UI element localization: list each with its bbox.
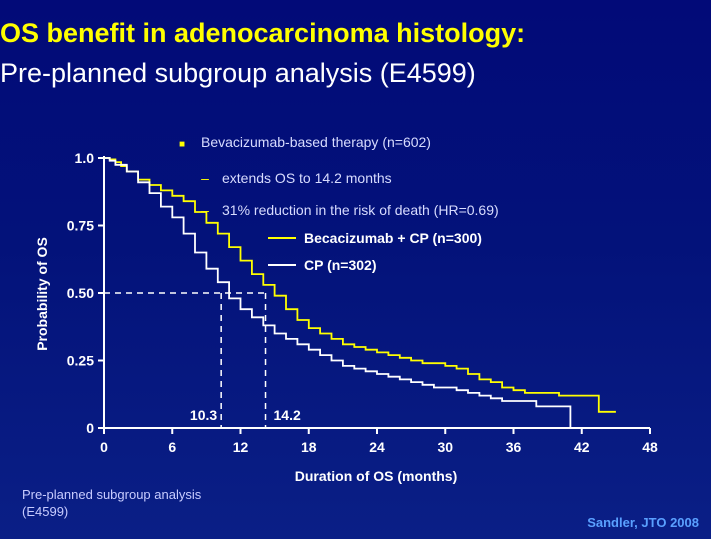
y-tick-label: 1.0 xyxy=(75,150,95,166)
bullet-text: extends OS to 14.2 months xyxy=(222,170,392,186)
bullet-marker: – xyxy=(201,202,209,218)
bullet-text: 31% reduction in the risk of death (HR=0… xyxy=(222,202,499,218)
bullet-marker: ■ xyxy=(179,139,185,150)
bullet-text: Bevacizumab-based therapy (n=602) xyxy=(201,134,431,150)
x-tick-label: 42 xyxy=(574,439,590,455)
legend-label: Becacizumab + CP (n=300) xyxy=(304,230,482,246)
y-tick-label: 0.50 xyxy=(67,285,94,301)
x-tick-label: 0 xyxy=(100,439,108,455)
series-line-cp xyxy=(104,157,572,428)
source-citation: Sandler, JTO 2008 xyxy=(587,515,699,530)
slide-subtitle: Pre-planned subgroup analysis (E4599) xyxy=(0,58,476,88)
y-tick-label: 0 xyxy=(86,420,94,436)
slide-title: OS benefit in adenocarcinoma histology: xyxy=(0,18,526,48)
median-label: 10.3 xyxy=(190,407,217,423)
y-axis-label: Probability of OS xyxy=(34,237,50,351)
y-tick-label: 0.75 xyxy=(67,218,94,234)
x-tick-label: 36 xyxy=(506,439,522,455)
x-tick-label: 12 xyxy=(233,439,249,455)
series-line-bev-cp xyxy=(104,157,616,413)
x-tick-label: 18 xyxy=(301,439,317,455)
y-tick-label: 0.25 xyxy=(67,353,94,369)
bullet-list: ■ Bevacizumab-based therapy (n=602) – exten… xyxy=(179,134,499,218)
x-tick-label: 30 xyxy=(437,439,453,455)
x-axis-label: Duration of OS (months) xyxy=(295,468,458,484)
median-label: 14.2 xyxy=(274,407,301,423)
footnote: Pre-planned subgroup analysis (E4599) xyxy=(22,487,202,519)
x-tick-label: 48 xyxy=(642,439,658,455)
chart-axes: 0 6 12 18 24 30 36 42 48 0 0.25 0.50 0.75 1.0 xyxy=(67,150,658,455)
legend-label: CP (n=302) xyxy=(304,257,377,273)
series-legend: Becacizumab + CP (n=300) CP (n=302) xyxy=(268,230,482,273)
x-tick-label: 24 xyxy=(369,439,385,455)
x-tick-label: 6 xyxy=(168,439,176,455)
survival-curves xyxy=(104,157,616,428)
bullet-marker: – xyxy=(201,170,209,186)
median-reference-lines: 10.3 14.2 xyxy=(104,292,301,428)
